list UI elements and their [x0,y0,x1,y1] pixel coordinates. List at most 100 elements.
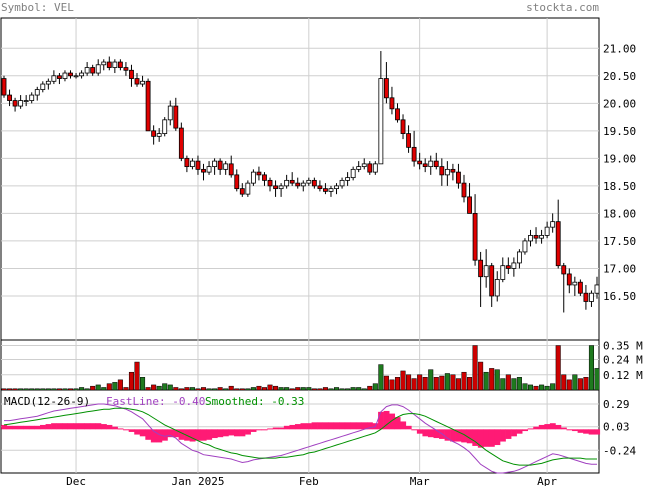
volume-bar [494,369,500,391]
volume-bar [95,384,101,391]
macd-hist-bar [411,429,418,431]
volume-bar [289,388,295,391]
macd-hist-bar [245,429,251,435]
volume-bar [278,387,284,391]
candle-body [589,292,594,302]
macd-hist-bar [28,425,35,430]
macd-hist-bar [477,429,484,448]
macd-hist-bar [594,429,601,435]
candle-body [34,89,40,96]
macd-hist-bar [134,429,141,435]
candle-body [156,133,162,137]
macd-hist-bar [549,423,556,430]
macd-fast-line [4,403,597,474]
candle-body [228,163,234,176]
volume-bar [239,388,245,391]
candle-body [223,163,229,170]
price-tick-label: 19.50 [603,125,636,138]
volume-bar [234,388,240,391]
candle-body [345,177,351,181]
volume-bar [428,369,434,391]
macd-hist-bar [100,424,107,430]
macd-hist-bar [472,429,479,446]
candle-body [178,127,184,159]
macd-hist-bar [123,429,129,431]
candle-body [372,163,378,173]
macd-hist-bar [488,429,495,447]
candle-body [406,133,411,148]
price-tick-label: 20.00 [603,97,636,110]
macd-hist-bar [250,429,257,432]
candle-body [494,279,500,297]
candle-body [328,188,334,192]
volume-bar [12,388,18,391]
volume-bar [533,385,539,391]
volume-bar [317,388,323,391]
candle-body [533,235,539,239]
candle-body [278,185,284,190]
volume-bar [18,388,24,391]
volume-bar [583,377,589,391]
macd-tick-label: 0.29 [603,398,630,411]
volume-bar [566,379,572,391]
macd-hist-bar [256,429,263,431]
volume-bar [372,383,378,391]
macd-smoothed-label: Smoothed: -0.33 [205,395,304,408]
volume-bar [140,377,146,391]
candle-body [594,284,600,294]
macd-axis: 0.29 0.03 -0.24 [603,398,636,457]
macd-hist-bar [461,429,468,443]
macd-hist-bar [311,422,318,430]
macd-hist-bar [383,410,390,430]
candle-body [45,80,51,85]
volume-bar [361,388,367,391]
macd-hist-bar [344,422,351,430]
candle-body [511,262,517,269]
macd-hist-bar [566,429,573,431]
macd-hist-bar [178,429,185,440]
volume-bar [79,387,85,391]
date-tick-label: Jan 2025 [171,475,224,486]
candle-body [62,72,68,79]
price-tick-label: 21.00 [603,42,636,55]
candle-body [7,94,12,101]
volume-bar [1,388,7,391]
volume-bar [555,345,561,391]
volume-bar [511,378,517,391]
candle-body [539,235,545,239]
candle-body [500,265,506,280]
candle-body [134,78,140,85]
candle-body [417,160,423,165]
volume-bar [394,377,401,391]
candle-body [262,174,267,181]
volume-bar [62,388,68,391]
macd-hist-bar [189,429,196,442]
candle-body [356,166,362,170]
volume-bar [295,387,301,391]
candle-body [528,235,533,242]
volume-bar [478,361,484,391]
candle-body [234,174,240,190]
macd-hist-bar [333,422,340,430]
date-tick-label: Dec [66,475,86,486]
macd-hist-bar [17,425,24,430]
volume-tick-label: 0.35 M [603,340,643,353]
macd-hist-bar [588,429,595,435]
volume-bar [322,387,328,391]
macd-hist-bar [167,429,174,438]
volume-bar [422,377,428,391]
volume-bar [306,387,312,391]
candle-body [566,273,572,286]
candle-body [378,78,384,165]
macd-hist-bar [206,429,213,440]
macd-hist-bar [306,423,312,430]
volume-bar [450,374,456,391]
macd-smoothed-line [3,407,597,466]
volume-bar [284,387,290,391]
volume-bar [223,388,229,391]
volume-bar [577,378,583,391]
volume-bar [383,375,389,391]
volume-bar [273,385,279,391]
